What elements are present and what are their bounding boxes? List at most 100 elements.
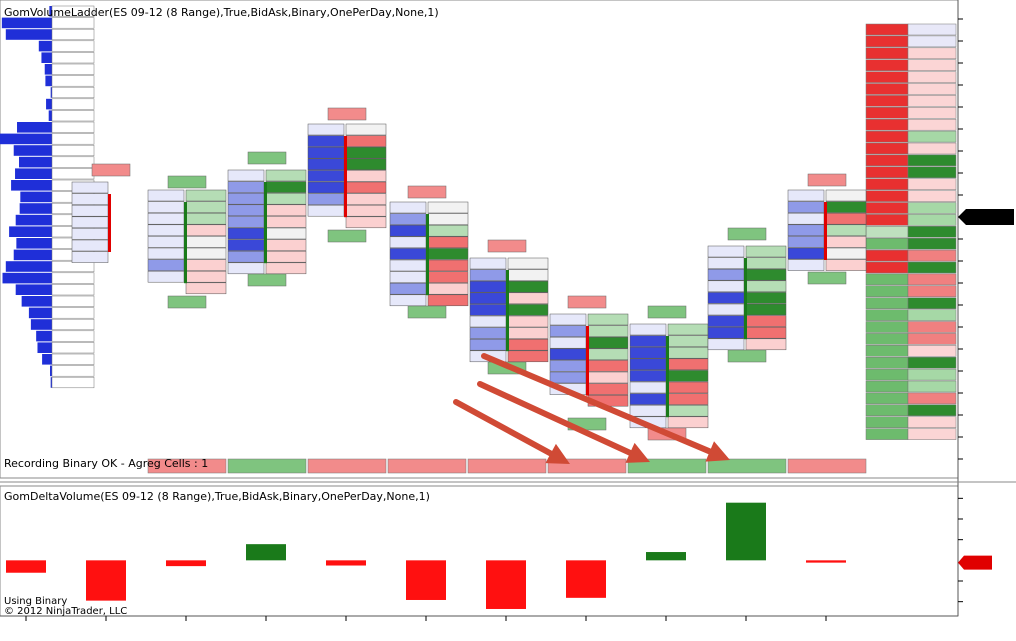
footprint-bid-cell — [469, 315, 507, 328]
footprint-bid-cell — [71, 193, 109, 205]
footprint-ask-cell — [427, 236, 469, 249]
profile-bar — [0, 133, 52, 145]
footprint-ask-cell — [427, 248, 469, 260]
footprint-bid-cell — [147, 201, 185, 213]
profile-bar — [45, 75, 52, 87]
profile-right-cell — [865, 297, 909, 309]
footprint-ask-cell — [667, 370, 709, 382]
footprint-bid-cell — [71, 228, 109, 240]
profile-right-cell — [907, 428, 957, 440]
footprint-ask-cell — [185, 247, 227, 260]
profile-cell — [51, 133, 95, 145]
profile-cell — [51, 272, 95, 284]
profile-right-cell — [907, 190, 957, 202]
profile-right-cell — [907, 226, 957, 238]
footprint-ask-cell — [507, 280, 549, 293]
delta-tags — [91, 107, 847, 441]
footprint-ask-cell — [745, 303, 787, 316]
footprint-bid-cell — [469, 327, 507, 339]
profile-right-cell — [907, 380, 957, 393]
lower-plot-area — [0, 485, 959, 617]
candle-body — [264, 182, 267, 264]
profile-bar — [50, 365, 52, 377]
footprint-bid-cell — [389, 259, 427, 272]
footprint-bid-cell — [307, 193, 345, 205]
profile-right-cell — [865, 47, 909, 60]
delta-tag — [727, 227, 767, 241]
footprint-bid-cell — [629, 404, 667, 417]
footprint-bid-cell — [227, 216, 265, 228]
footprint-ask-cell — [745, 280, 787, 293]
footprint-bid-cell — [147, 236, 185, 248]
candle-body — [184, 202, 187, 284]
profile-bar — [15, 168, 52, 179]
footprint-ask-cell — [825, 201, 867, 213]
profile-right-cell — [907, 356, 957, 369]
profile-cell — [51, 144, 95, 157]
footprint-bid-cell — [549, 371, 587, 384]
footprint-ask-cell — [507, 327, 549, 339]
profile-right-cell — [907, 261, 957, 274]
profile-bar — [13, 145, 52, 156]
profile-bar — [21, 296, 52, 307]
footprint-ask-cell — [265, 262, 307, 275]
footprint-bid-cell — [469, 304, 507, 316]
footprint-ask-cell — [185, 259, 227, 271]
profile-right-cell — [907, 404, 957, 417]
profile-cell — [51, 40, 95, 52]
profile-right-cell — [907, 309, 957, 321]
profile-right-cell — [865, 273, 909, 286]
profile-right-cell — [865, 285, 909, 298]
arrow-head — [625, 442, 650, 463]
delta-tag — [407, 305, 447, 319]
footprint-bid-cell — [71, 239, 109, 252]
profile-right-cell — [865, 428, 909, 440]
profile-bar — [44, 64, 52, 75]
bar-delta-cell — [147, 458, 227, 474]
footprint-bid-cell — [389, 282, 427, 295]
profile-bar — [9, 226, 53, 237]
footprint-ask-cell — [185, 201, 227, 213]
profile-right-cell — [907, 47, 957, 60]
footprint-ask-cell — [587, 360, 629, 372]
profile-right-cell — [865, 23, 909, 36]
profile-bar — [5, 261, 53, 272]
footprint-ask-cell — [345, 170, 387, 182]
profile-right-cell — [907, 392, 957, 405]
footprint-bid-cell — [389, 201, 427, 214]
footprint-ask-cell — [345, 193, 387, 205]
arrow-shaft — [453, 399, 554, 457]
footprint-ask-cell — [265, 227, 307, 240]
footprint-ask-cell — [427, 271, 469, 283]
profile-right-cell — [865, 416, 909, 428]
profile-cell — [51, 168, 95, 180]
profile-bar — [49, 6, 52, 17]
footprint-bid-cell — [707, 268, 745, 281]
footprint-bid-cell — [71, 216, 109, 229]
footprint-ask-cell — [587, 348, 629, 361]
footprint-bid-cell — [629, 346, 667, 359]
footprint-ask-cell — [345, 204, 387, 217]
profile-right-cell — [907, 23, 957, 36]
footprint-bid-cell — [707, 245, 745, 258]
footprint-ask-cell — [745, 326, 787, 339]
footprint-bid-cell — [307, 123, 345, 136]
profile-bar — [48, 110, 52, 121]
footprint-ask-cell — [185, 212, 227, 225]
profile-right-cell — [865, 214, 909, 226]
profile-bar — [38, 40, 52, 52]
profile-right-cell — [865, 237, 909, 250]
footprint-ask-cell — [185, 282, 227, 295]
footprint-ask-cell — [667, 346, 709, 359]
price-axis — [958, 18, 1014, 460]
profile-bar — [46, 98, 52, 110]
footprint-bid-cell — [469, 257, 507, 270]
profile-cell — [51, 5, 95, 17]
footprint-ask-cell — [427, 282, 469, 295]
profile-cell — [51, 121, 95, 133]
footprint-bid-cell — [707, 303, 745, 316]
delta-volume-bar — [326, 560, 366, 566]
profile-bar — [20, 191, 52, 203]
footprint-ask-cell — [507, 269, 549, 281]
